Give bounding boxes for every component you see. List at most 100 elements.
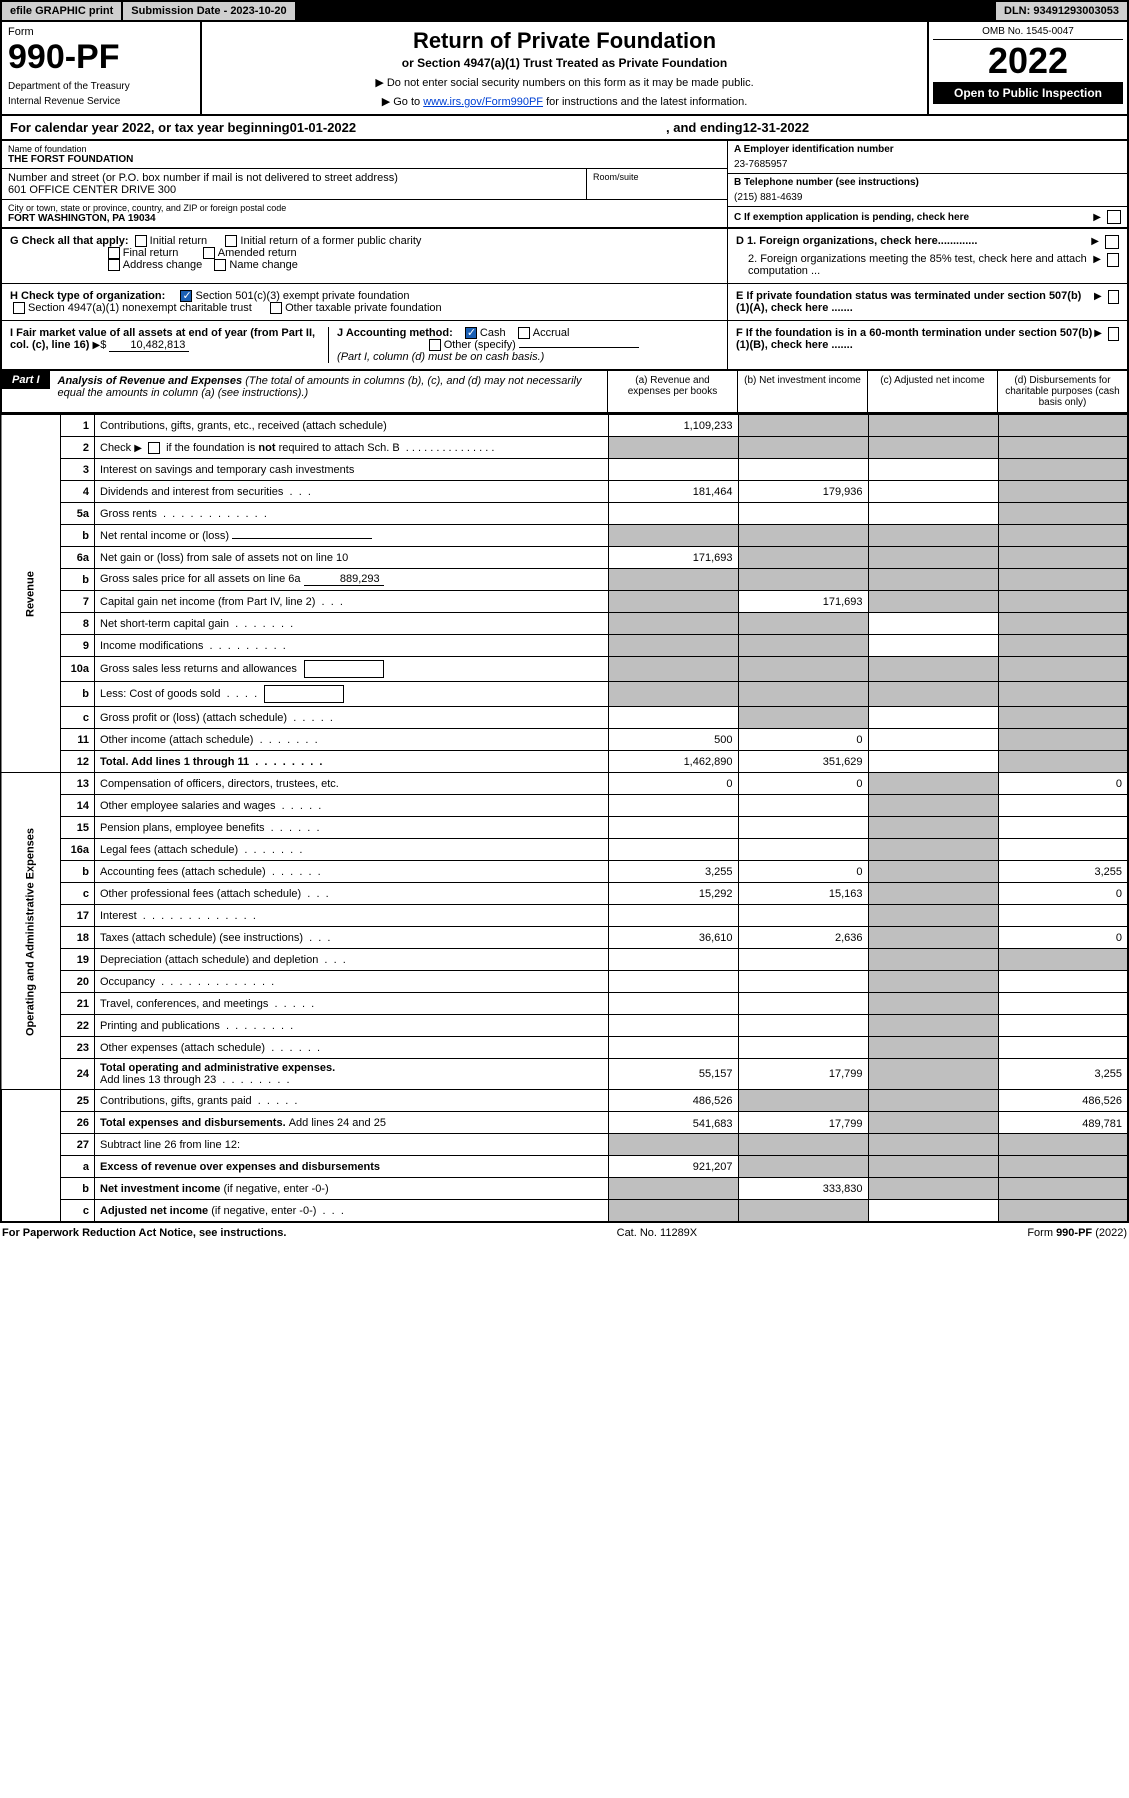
line-desc: Less: Cost of goods sold . . . .: [95, 682, 609, 707]
line-num: b: [61, 861, 95, 883]
j-note: (Part I, column (d) must be on cash basi…: [337, 351, 544, 363]
501c3-checkbox[interactable]: [180, 290, 192, 302]
line-desc: Dividends and interest from securities .…: [95, 481, 609, 503]
line-num: 6a: [61, 547, 95, 569]
other-specify-field[interactable]: [519, 347, 639, 348]
cell-c: [868, 1015, 998, 1037]
form-header: Form 990-PF Department of the Treasury I…: [0, 22, 1129, 116]
j-cash: Cash: [480, 327, 506, 339]
arrow-icon: [1093, 212, 1101, 223]
cell-c: [868, 839, 998, 861]
cell-b: [738, 1015, 868, 1037]
line-num: b: [61, 525, 95, 547]
cell-d: 0: [998, 927, 1128, 949]
cell-d: 0: [998, 773, 1128, 795]
cell-d: [998, 1200, 1128, 1222]
cell-b: 0: [738, 861, 868, 883]
line-desc: Income modifications . . . . . . . . .: [95, 635, 609, 657]
line-num: 4: [61, 481, 95, 503]
arrow-icon: [134, 442, 142, 454]
table-row: c Gross profit or (loss) (attach schedul…: [1, 707, 1128, 729]
name-change-checkbox[interactable]: [214, 259, 226, 271]
line-num: 19: [61, 949, 95, 971]
line-desc: Gross rents . . . . . . . . . . . .: [95, 503, 609, 525]
line-num: 7: [61, 591, 95, 613]
line-num: 27: [61, 1134, 95, 1156]
line-num: 3: [61, 459, 95, 481]
other-method-checkbox[interactable]: [429, 339, 441, 351]
e-checkbox[interactable]: [1108, 290, 1119, 304]
expenses-sidelabel: Operating and Administrative Expenses: [1, 773, 61, 1090]
initial-former-checkbox[interactable]: [225, 235, 237, 247]
cell-b: [738, 993, 868, 1015]
amended-return-checkbox[interactable]: [203, 247, 215, 259]
line-desc: Gross sales less returns and allowances: [95, 657, 609, 682]
g-o4: Amended return: [218, 247, 297, 259]
line-num: 20: [61, 971, 95, 993]
cell-c: [868, 437, 998, 459]
cell-c: [868, 883, 998, 905]
cell-c: [868, 657, 998, 682]
tel-label: B Telephone number (see instructions): [734, 177, 1121, 188]
cell-a: [608, 635, 738, 657]
table-row: 26Total expenses and disbursements. Add …: [1, 1112, 1128, 1134]
cell-d: [998, 795, 1128, 817]
form-ref: Form 990-PF (2022): [1027, 1227, 1127, 1239]
line-num: 13: [61, 773, 95, 795]
cell-b: 17,799: [738, 1112, 868, 1134]
ssn-note: ▶ Do not enter social security numbers o…: [208, 76, 921, 89]
inline-box: [264, 685, 344, 703]
cell-a: 181,464: [608, 481, 738, 503]
table-row: 4 Dividends and interest from securities…: [1, 481, 1128, 503]
dln-label: DLN: 93491293003053: [996, 2, 1127, 20]
cal-end: 12-31-2022: [743, 120, 810, 135]
check-sections: G Check all that apply: Initial return I…: [0, 229, 1129, 371]
submission-date: Submission Date - 2023-10-20: [123, 2, 294, 20]
cell-a: [608, 437, 738, 459]
g-o5: Address change: [123, 259, 203, 271]
accrual-checkbox[interactable]: [518, 327, 530, 339]
f-checkbox[interactable]: [1108, 327, 1119, 341]
form-number: 990-PF: [8, 38, 194, 77]
cell-d: [998, 993, 1128, 1015]
address-change-checkbox[interactable]: [108, 259, 120, 271]
table-row: 17Interest . . . . . . . . . . . . .: [1, 905, 1128, 927]
line-num: 25: [61, 1090, 95, 1112]
other-taxable-checkbox[interactable]: [270, 302, 282, 314]
cell-b: 0: [738, 729, 868, 751]
efile-topbar: efile GRAPHIC print Submission Date - 20…: [0, 0, 1129, 22]
d2-checkbox[interactable]: [1107, 253, 1119, 267]
table-row: aExcess of revenue over expenses and dis…: [1, 1156, 1128, 1178]
line-num: 5a: [61, 503, 95, 525]
foundation-name: THE FORST FOUNDATION: [8, 154, 721, 165]
form990pf-link[interactable]: www.irs.gov/Form990PF: [423, 96, 543, 108]
final-return-checkbox[interactable]: [108, 247, 120, 259]
line-desc: Occupancy . . . . . . . . . . . . .: [95, 971, 609, 993]
d1-checkbox[interactable]: [1105, 235, 1119, 249]
cell-b: 0: [738, 773, 868, 795]
line-desc: Contributions, gifts, grants paid . . . …: [95, 1090, 609, 1112]
line-num: 15: [61, 817, 95, 839]
calendar-year-row: For calendar year 2022, or tax year begi…: [0, 116, 1129, 141]
initial-return-checkbox[interactable]: [135, 235, 147, 247]
cell-d: [998, 1156, 1128, 1178]
c-checkbox[interactable]: [1107, 210, 1121, 224]
part1-header-row: Part I Analysis of Revenue and Expenses …: [0, 371, 1129, 414]
arrow-icon: [93, 339, 101, 351]
line-desc: Depreciation (attach schedule) and deple…: [95, 949, 609, 971]
cell-a: 500: [608, 729, 738, 751]
table-row: 24Total operating and administrative exp…: [1, 1059, 1128, 1090]
j-label: J Accounting method:: [337, 327, 453, 339]
cash-checkbox[interactable]: [465, 327, 477, 339]
schb-checkbox[interactable]: [148, 442, 160, 454]
part1-title: Analysis of Revenue and Expenses: [58, 375, 243, 387]
4947-checkbox[interactable]: [13, 302, 25, 314]
table-row: 20Occupancy . . . . . . . . . . . . .: [1, 971, 1128, 993]
cal-mid: , and ending: [666, 120, 743, 135]
form-subtitle: or Section 4947(a)(1) Trust Treated as P…: [208, 56, 921, 70]
table-row: bAccounting fees (attach schedule) . . .…: [1, 861, 1128, 883]
tel-value: (215) 881-4639: [734, 188, 1121, 203]
h-o1: Section 501(c)(3) exempt private foundat…: [195, 290, 409, 302]
j-accrual: Accrual: [533, 327, 570, 339]
cell-b: [738, 635, 868, 657]
